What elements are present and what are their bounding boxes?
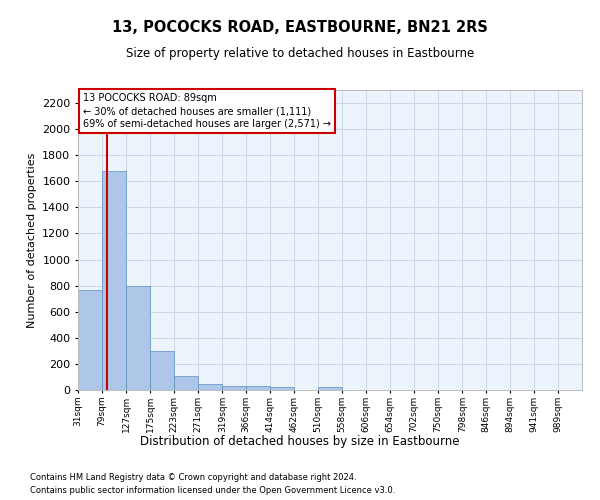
Text: Contains HM Land Registry data © Crown copyright and database right 2024.: Contains HM Land Registry data © Crown c… [30,472,356,482]
Bar [126,286,150,390]
Text: 13, POCOCKS ROAD, EASTBOURNE, BN21 2RS: 13, POCOCKS ROAD, EASTBOURNE, BN21 2RS [112,20,488,35]
Bar [102,171,126,390]
Y-axis label: Number of detached properties: Number of detached properties [26,152,37,328]
Text: Contains public sector information licensed under the Open Government Licence v3: Contains public sector information licen… [30,486,395,495]
Bar [246,386,270,390]
Bar [175,376,198,390]
Text: Distribution of detached houses by size in Eastbourne: Distribution of detached houses by size … [140,435,460,448]
Bar [318,388,342,390]
Text: 13 POCOCKS ROAD: 89sqm
← 30% of detached houses are smaller (1,111)
69% of semi-: 13 POCOCKS ROAD: 89sqm ← 30% of detached… [83,93,331,130]
Bar [150,351,174,390]
Text: Size of property relative to detached houses in Eastbourne: Size of property relative to detached ho… [126,48,474,60]
Bar [199,384,222,390]
Bar [223,386,246,390]
Bar [78,290,102,390]
Bar [270,387,294,390]
